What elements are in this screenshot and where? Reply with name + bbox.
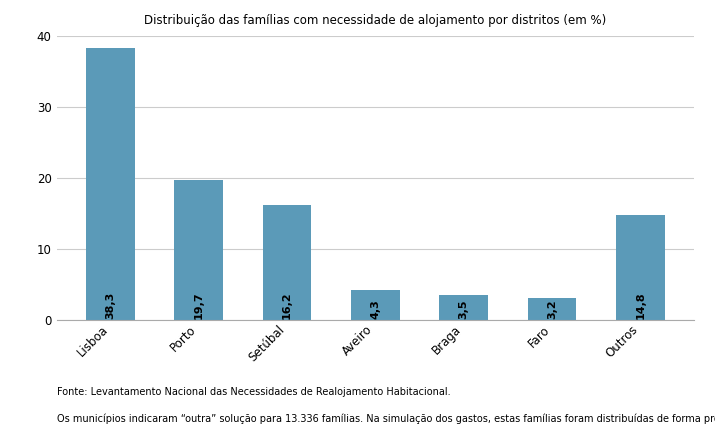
Text: 3,2: 3,2 bbox=[547, 299, 557, 319]
Bar bbox=[440, 295, 488, 320]
Text: 4,3: 4,3 bbox=[370, 299, 380, 319]
Bar bbox=[263, 205, 311, 320]
Text: Os municípios indicaram “outra” solução para 13.336 famílias. Na simulação dos g: Os municípios indicaram “outra” solução … bbox=[57, 414, 715, 425]
Text: Fonte: Levantamento Nacional das Necessidades de Realojamento Habitacional.: Fonte: Levantamento Nacional das Necessi… bbox=[57, 387, 451, 397]
Text: 16,2: 16,2 bbox=[282, 291, 292, 319]
Bar bbox=[616, 215, 665, 320]
Text: 3,5: 3,5 bbox=[459, 299, 469, 319]
Text: 19,7: 19,7 bbox=[194, 291, 204, 319]
Text: 38,3: 38,3 bbox=[105, 291, 115, 319]
Bar bbox=[351, 290, 400, 320]
Bar bbox=[174, 180, 223, 320]
Title: Distribuição das famílias com necessidade de alojamento por distritos (em %): Distribuição das famílias com necessidad… bbox=[144, 15, 606, 28]
Bar bbox=[86, 48, 134, 320]
Bar bbox=[528, 298, 576, 320]
Text: 14,8: 14,8 bbox=[636, 291, 646, 319]
